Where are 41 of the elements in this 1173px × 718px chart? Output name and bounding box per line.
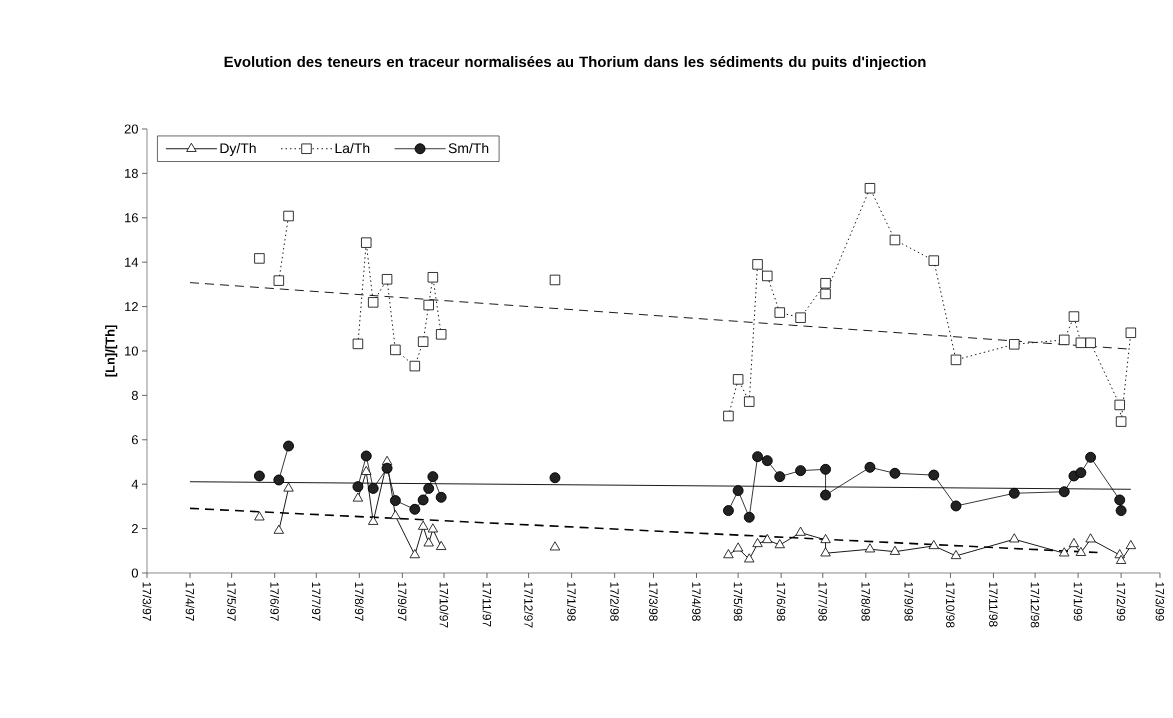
x-tick-label: 17/7/98 <box>818 582 828 621</box>
x-tick-label: 17/4/98 <box>692 582 701 621</box>
x-tick-label: 17/12/98 <box>1030 582 1040 628</box>
x-tick-label: 17/5/98 <box>733 582 743 621</box>
y-tick-label: 10 <box>125 346 138 356</box>
y-tick-label: 12 <box>125 302 138 312</box>
legend-label: La/Th <box>335 142 370 154</box>
x-tick-label: 17/10/97 <box>439 582 449 628</box>
x-tick-label: 17/2/98 <box>610 582 620 621</box>
x-tick-label: 17/7/97 <box>311 582 321 621</box>
x-tick-label: 17/6/98 <box>776 582 786 621</box>
legend-label: Dy/Th <box>220 142 256 156</box>
x-tick-label: 17/3/99 <box>1155 582 1165 621</box>
x-tick-label: 17/6/97 <box>270 582 280 621</box>
x-tick-label: 17/9/98 <box>904 582 914 621</box>
x-tick-label: 17/8/98 <box>861 582 871 621</box>
y-tick-label: 14 <box>125 257 139 267</box>
x-tick-label: 17/1/99 <box>1073 582 1083 621</box>
x-tick-label: 17/11/97 <box>482 582 492 627</box>
x-tick-label: 17/9/97 <box>397 582 407 621</box>
x-tick-label: 17/1/98 <box>567 582 577 621</box>
chart-title: Evolution des teneurs en traceur normalisées au Thorium dans les sédiments du puits d'injection <box>224 55 926 71</box>
x-tick-label: 17/3/97 <box>142 582 152 621</box>
x-tick-label: 17/3/98 <box>649 582 658 621</box>
y-axis-title: [Ln]/[Th] <box>105 325 118 377</box>
y-tick-label: 2 <box>131 524 138 534</box>
x-tick-label: 17/2/99 <box>1116 582 1126 621</box>
x-tick-label: 17/10/98 <box>946 582 955 628</box>
y-tick-label: 8 <box>131 390 138 400</box>
y-tick-label: 16 <box>125 213 138 223</box>
y-tick-label: 18 <box>125 168 138 178</box>
x-tick-label: 17/12/97 <box>524 582 533 628</box>
x-tick-label: 17/4/97 <box>185 582 195 621</box>
x-tick-label: 17/5/97 <box>227 582 237 621</box>
x-tick-label: 17/11/98 <box>989 582 998 627</box>
y-tick-label: 20 <box>124 124 138 134</box>
y-tick-label: 4 <box>131 479 139 489</box>
y-tick-label: 6 <box>131 435 138 445</box>
y-tick-label: 0 <box>131 568 138 578</box>
x-tick-label: 17/8/97 <box>354 582 364 621</box>
legend-label: Sm/Th <box>448 142 489 154</box>
